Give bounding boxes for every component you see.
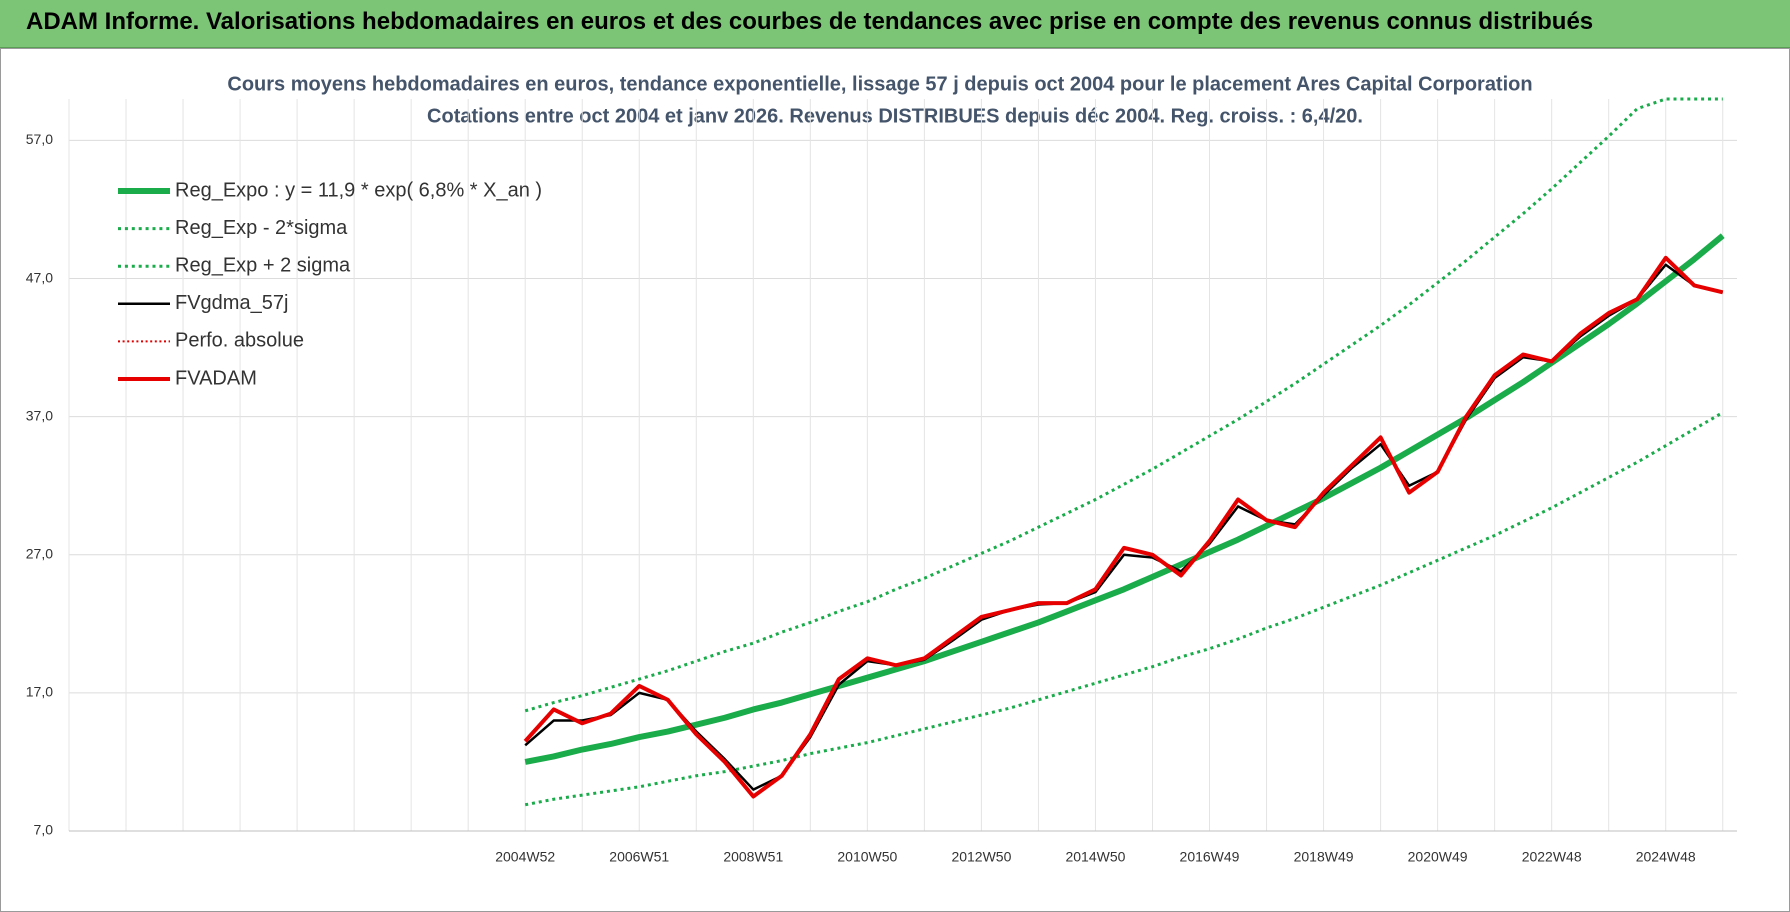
y-tick-label: 27,0 [26, 545, 53, 561]
x-tick-label: 2008W51 [723, 849, 783, 865]
legend-label: Reg_Exp - 2*sigma [175, 217, 348, 239]
header-bar: ADAM Informe. Valorisations hebdomadaire… [0, 0, 1790, 48]
legend-label: Perfo. absolue [175, 330, 304, 352]
legend-label: FVADAM [175, 367, 257, 389]
legend-label: Reg_Expo : y = 11,9 * exp( 6,8% * X_an ) [175, 179, 542, 201]
x-tick-label: 2004W52 [495, 849, 555, 865]
series-line [524, 263, 1724, 791]
chart-title: Cours moyens hebdomadaires en euros, ten… [227, 73, 1532, 95]
x-tick-label: 2024W48 [1636, 849, 1696, 865]
legend-label: Reg_Exp + 2 sigma [175, 254, 351, 276]
x-tick-label: 2020W49 [1408, 849, 1468, 865]
x-tick-label: 2014W50 [1065, 849, 1125, 865]
x-tick-label: 2016W49 [1180, 849, 1240, 865]
x-tick-label: 2010W50 [837, 849, 897, 865]
y-tick-label: 37,0 [26, 407, 53, 423]
x-tick-label: 2006W51 [609, 849, 669, 865]
series-line [524, 97, 1723, 713]
x-tick-label: 2022W48 [1522, 849, 1582, 865]
header-title: ADAM Informe. Valorisations hebdomadaire… [26, 8, 1594, 35]
y-tick-label: 7,0 [34, 822, 54, 838]
y-tick-label: 47,0 [26, 269, 53, 285]
x-tick-label: 2018W49 [1294, 849, 1354, 865]
series-line [524, 411, 1724, 807]
series-line [523, 255, 1724, 799]
y-tick-label: 17,0 [26, 684, 53, 700]
series-line [524, 233, 1725, 765]
y-tick-label: 57,0 [26, 131, 53, 147]
legend-label: FVgdma_57j [175, 292, 288, 314]
chart-subtitle: Cotations entre oct 2004 et janv 2026. R… [427, 105, 1363, 127]
x-tick-label: 2012W50 [951, 849, 1011, 865]
